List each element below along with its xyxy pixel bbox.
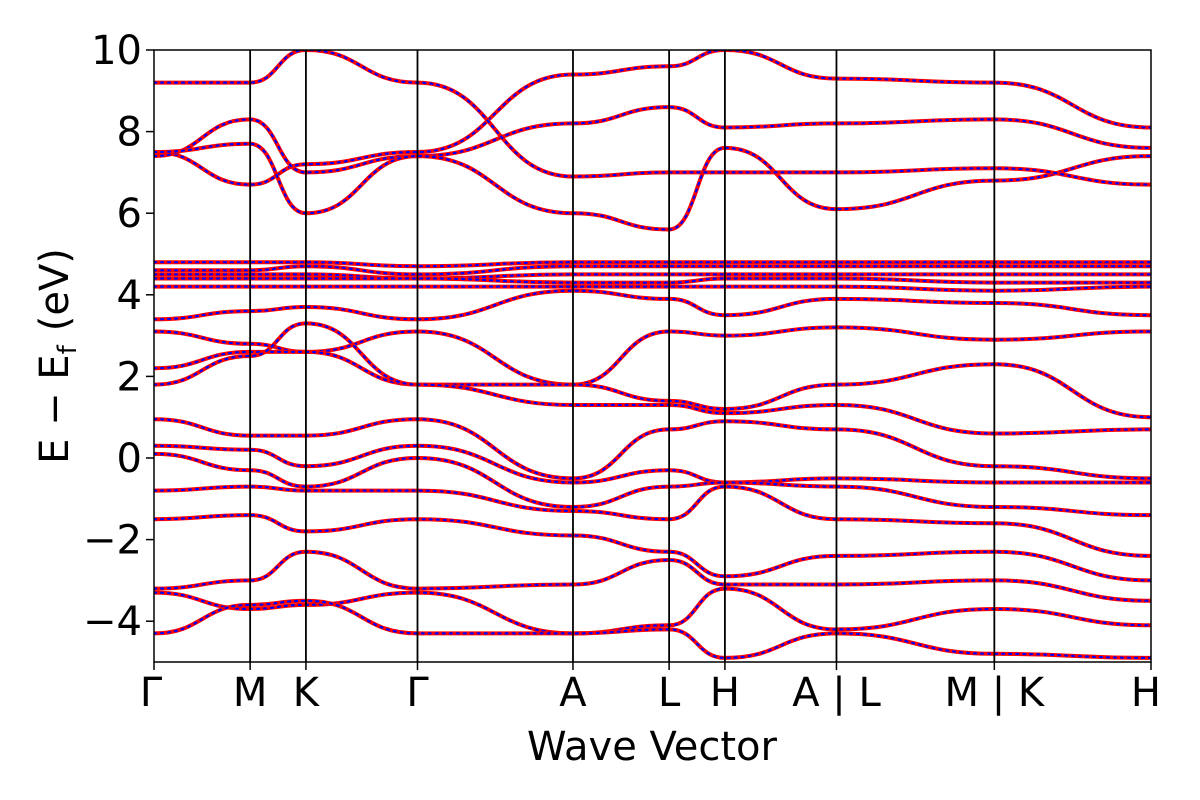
y-tick-label-8: 10 — [91, 28, 142, 74]
band-1-dotted — [154, 50, 1151, 186]
band-9-dotted — [154, 285, 1151, 292]
y-axis-label-main: E − E — [32, 354, 78, 464]
x-axis-label: Wave Vector — [527, 724, 778, 770]
band-17-dotted — [154, 485, 1151, 557]
band-16-dotted — [154, 452, 1151, 517]
y-axis-ticks: −4 −2 0 2 4 6 8 10 — [83, 28, 154, 645]
y-tick-label-5: 4 — [117, 273, 142, 319]
band-13-dotted — [154, 322, 1151, 435]
y-tick-label-6: 6 — [117, 191, 142, 237]
band-12-dotted — [154, 350, 1151, 419]
x-tick-label-2: M — [233, 670, 268, 716]
bands-layer — [154, 50, 1151, 660]
x-tick-label-1: Γ — [140, 670, 163, 716]
band-8-dotted — [154, 277, 1151, 284]
x-tick-label-4: Γ — [406, 670, 429, 716]
x-tick-label-9: M | K — [945, 670, 1046, 716]
band-21-dotted — [154, 599, 1151, 660]
y-axis-label-subscript: f — [53, 344, 83, 354]
y-tick-label-2: −2 — [83, 518, 142, 564]
band-4-dotted — [154, 50, 1151, 186]
x-tick-label-5: A — [559, 670, 587, 716]
x-tick-label-10: H — [1131, 670, 1161, 716]
band-2-dotted — [154, 105, 1151, 174]
y-axis-label-unit: (eV) — [32, 248, 78, 331]
x-tick-label-8: A | L — [792, 670, 881, 716]
band-19-dotted — [154, 550, 1151, 602]
x-tick-label-7: H — [710, 670, 740, 716]
y-tick-label-4: 2 — [117, 354, 142, 400]
band-14-dotted — [154, 418, 1151, 480]
high-symmetry-lines — [249, 50, 996, 662]
y-tick-label-7: 8 — [117, 110, 142, 156]
y-tick-label-3: 0 — [117, 436, 142, 482]
y-axis-label: E − Ef (eV) — [32, 248, 83, 464]
band-6-solid — [154, 264, 1151, 277]
band-10-solid — [154, 288, 1151, 322]
y-tick-label-1: −4 — [83, 599, 142, 645]
band-15-dotted — [154, 444, 1151, 484]
band-5-dotted — [154, 261, 1151, 268]
band-20-solid — [154, 586, 1151, 636]
x-tick-label-6: L — [658, 670, 681, 716]
plot-frame — [153, 49, 1152, 663]
band-7-dotted — [154, 273, 1151, 280]
band-3-dotted — [154, 142, 1151, 231]
band-18-dotted — [154, 513, 1151, 582]
x-tick-label-3: K — [293, 670, 321, 716]
